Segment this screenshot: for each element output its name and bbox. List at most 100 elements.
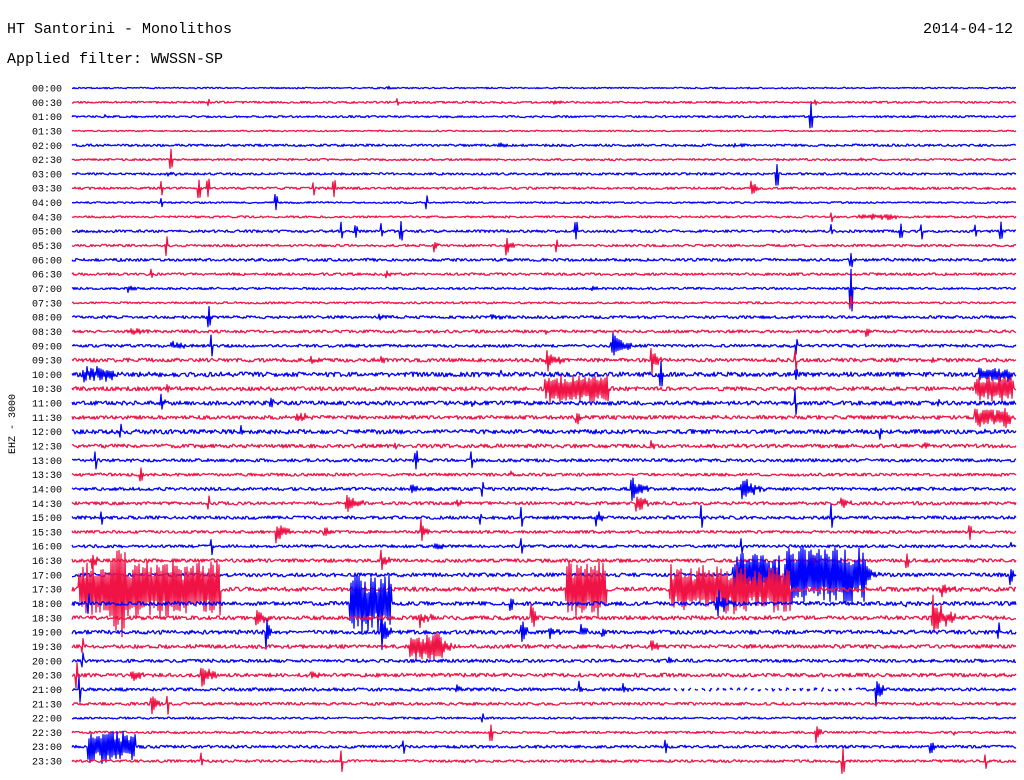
tick-label-21-00: 21:00: [32, 686, 62, 697]
tick-label-10-30: 10:30: [32, 385, 62, 396]
trace-00-00: [71, 85, 1017, 90]
trace-02-30: [71, 148, 1017, 169]
trace-17-30: [71, 549, 1017, 638]
tick-label-22-00: 22:00: [32, 715, 62, 726]
tick-label-22-30: 22:30: [32, 729, 62, 740]
tick-label-10-00: 10:00: [32, 371, 62, 382]
trace-12-00: [71, 423, 1017, 440]
trace-22-30: [71, 724, 1017, 744]
tick-label-13-00: 13:00: [32, 457, 62, 468]
trace-06-30: [71, 268, 1017, 279]
chart-title: HT Santorini - Monolithos: [7, 21, 233, 38]
trace-16-00: [71, 538, 1017, 556]
trace-11-30: [71, 407, 1017, 428]
tick-label-05-00: 05:00: [32, 228, 62, 239]
tick-label-12-00: 12:00: [32, 428, 62, 439]
trace-22-00: [71, 713, 1017, 723]
trace-12-30: [71, 440, 1017, 450]
tick-label-06-00: 06:00: [32, 256, 62, 267]
trace-05-30: [71, 236, 1017, 257]
tick-label-08-00: 08:00: [32, 314, 62, 325]
trace-15-00: [71, 504, 1017, 528]
tick-label-11-00: 11:00: [32, 400, 62, 411]
tick-label-00-30: 00:30: [32, 99, 62, 110]
trace-05-00: [71, 221, 1016, 241]
trace-07-30: [71, 295, 1017, 310]
trace-03-00: [71, 164, 1017, 186]
trace-23-00: [71, 730, 1017, 765]
trace-03-30: [71, 178, 1017, 199]
tick-label-17-30: 17:30: [32, 586, 62, 597]
tick-label-20-30: 20:30: [32, 672, 62, 683]
time-tick-labels: 00:00 00:30 01:00 01:30 02:00 02:30 03:00 03:30…: [32, 85, 62, 769]
trace-20-00: [71, 652, 1016, 668]
trace-01-00: [71, 103, 1017, 129]
trace-07-00: [71, 268, 1017, 312]
trace-10-30: [71, 374, 1017, 404]
tick-label-02-30: 02:30: [32, 156, 62, 167]
tick-label-07-30: 07:30: [32, 299, 62, 310]
trace-00-30: [71, 98, 1017, 107]
tick-label-20-00: 20:00: [32, 657, 62, 668]
trace-01-30: [71, 129, 1017, 133]
trace-08-30: [71, 328, 1017, 338]
filter-subtitle: Applied filter: WWSSN-SP: [7, 51, 224, 68]
tick-label-06-30: 06:30: [32, 271, 62, 282]
trace-23-30: [71, 748, 1017, 774]
tick-label-02-00: 02:00: [32, 142, 62, 153]
tick-label-03-00: 03:00: [32, 170, 62, 181]
trace-08-00: [71, 306, 1017, 328]
tick-label-04-30: 04:30: [32, 213, 62, 224]
tick-label-03-30: 03:30: [32, 185, 62, 196]
trace-20-30: [71, 662, 1017, 689]
tick-label-04-00: 04:00: [32, 199, 62, 210]
tick-label-07-00: 07:00: [32, 285, 62, 296]
trace-14-30: [71, 494, 1017, 512]
tick-label-14-30: 14:30: [32, 500, 62, 511]
trace-02-00: [71, 142, 1016, 148]
trace-17-00: [72, 546, 1017, 605]
trace-21-30: [71, 695, 1017, 715]
tick-label-13-30: 13:30: [32, 471, 62, 482]
trace-10-00: [71, 361, 1017, 387]
trace-21-00: [71, 676, 1017, 707]
trace-14-00: [71, 477, 1017, 501]
tick-label-01-00: 01:00: [32, 113, 62, 124]
tick-label-15-00: 15:00: [32, 514, 62, 525]
trace-13-00: [71, 450, 1017, 470]
tick-label-19-00: 19:00: [32, 629, 62, 640]
tick-label-21-30: 21:30: [32, 700, 62, 711]
trace-09-00: [71, 332, 1017, 357]
trace-15-30: [71, 518, 1017, 544]
tick-label-05-30: 05:30: [32, 242, 62, 253]
tick-label-12-30: 12:30: [32, 443, 62, 454]
trace-04-30: [71, 212, 1017, 223]
seismic-traces: [71, 85, 1017, 774]
tick-label-09-00: 09:00: [32, 342, 62, 353]
tick-label-08-30: 08:30: [32, 328, 62, 339]
tick-label-18-00: 18:00: [32, 600, 62, 611]
tick-label-19-30: 19:30: [32, 643, 62, 654]
tick-label-09-30: 09:30: [32, 357, 62, 368]
trace-13-30: [71, 467, 1017, 482]
chart-date: 2014-04-12: [922, 21, 1013, 38]
tick-label-16-00: 16:00: [32, 543, 62, 554]
trace-19-30: [71, 631, 1017, 661]
tick-label-17-00: 17:00: [32, 571, 62, 582]
trace-04-00: [72, 193, 1016, 211]
tick-label-16-30: 16:30: [32, 557, 62, 568]
trace-19-00: [71, 618, 1017, 650]
tick-label-15-30: 15:30: [32, 528, 62, 539]
tick-label-14-00: 14:00: [32, 486, 62, 497]
trace-18-00: [71, 574, 1017, 633]
trace-09-30: [71, 347, 1017, 375]
y-axis-label: EHZ - 3000: [8, 394, 19, 454]
tick-label-11-30: 11:30: [32, 414, 62, 425]
trace-18-30: [71, 594, 1016, 634]
tick-label-23-00: 23:00: [32, 743, 62, 754]
trace-06-00: [71, 252, 1017, 268]
tick-label-00-00: 00:00: [32, 85, 62, 96]
tick-label-23-30: 23:30: [32, 758, 62, 769]
trace-11-00: [71, 389, 1017, 416]
